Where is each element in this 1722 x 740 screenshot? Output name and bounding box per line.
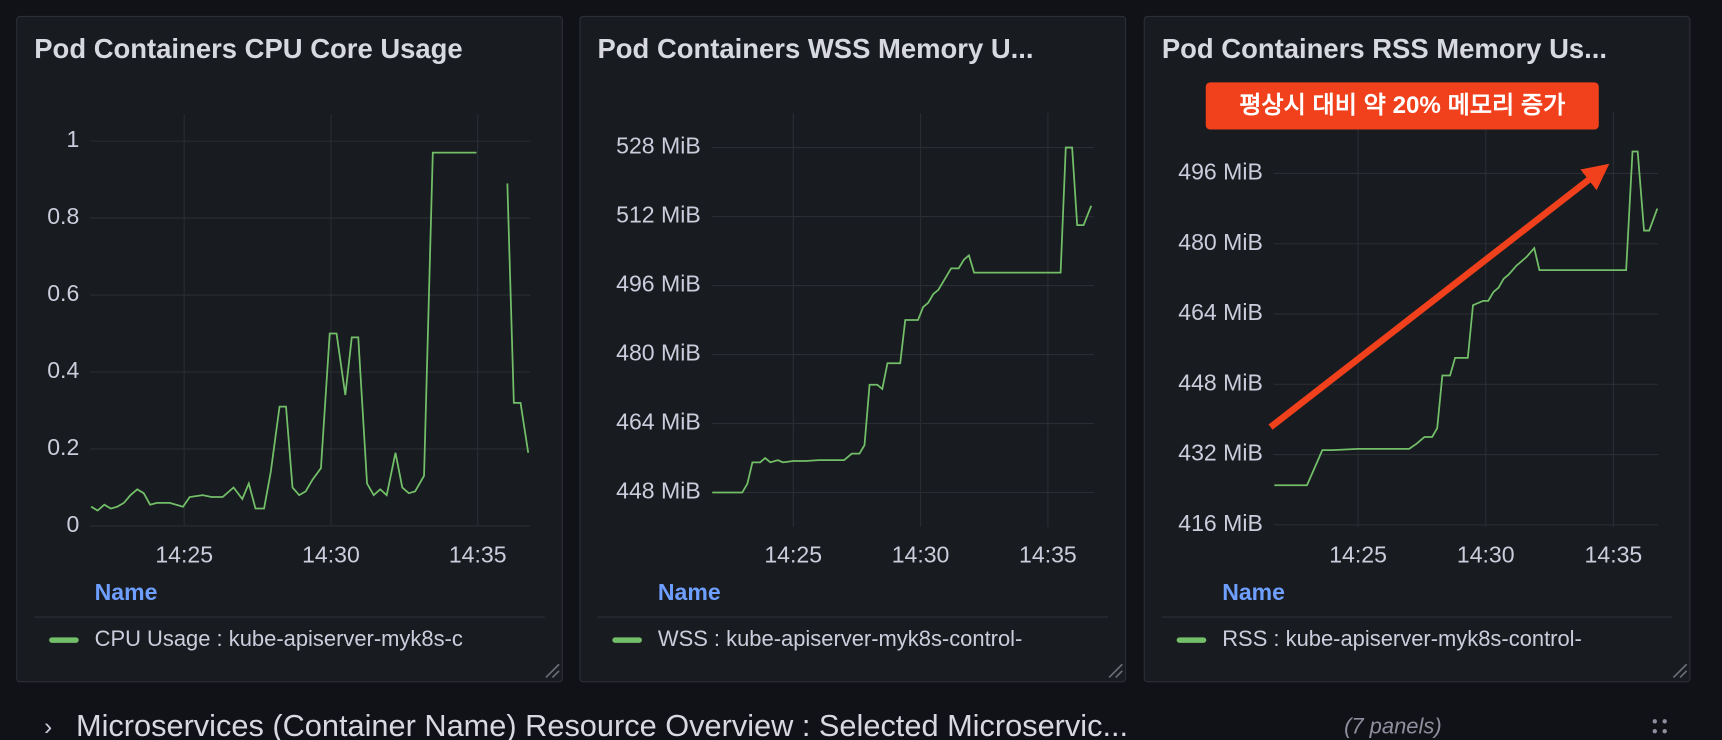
row-chevron[interactable]: › (44, 713, 52, 740)
y-tick-label: 448 MiB (1178, 369, 1263, 395)
panel-content: Pod Containers CPU Core Usage 0 0.2 0.4 0.6 0… (34, 33, 560, 679)
panel (1143, 15, 1691, 683)
legend-entry: RSS : kube-apiserver-myk8s-control- (1222, 626, 1582, 651)
resize-handle (1672, 663, 1688, 679)
y-tick-label: 448 MiB (616, 478, 701, 504)
y-tick-label: 512 MiB (616, 202, 701, 228)
y-tick-label: 464 MiB (616, 409, 701, 435)
y-tick-label: 0.2 (47, 434, 79, 460)
x-tick-label: 14:35 (1585, 542, 1643, 568)
panel-title: Pod Containers WSS Memory U... (597, 33, 1033, 64)
x-tick-label: 14:30 (1457, 542, 1515, 568)
legend-header: Name (95, 579, 158, 605)
charts: Pod Containers CPU Core Usage 0 0.2 0.4 0.6 0… (34, 33, 1688, 679)
legend-header: Name (658, 579, 721, 605)
series-line (712, 146, 1093, 494)
x-tick-label: 14:25 (155, 542, 213, 568)
y-tick-label: 0.6 (47, 280, 79, 306)
row-title[interactable]: Microservices (Container Name) Resource … (76, 708, 1128, 740)
annotation-text: 평상시 대비 약 20% 메모리 증가 (1239, 92, 1565, 119)
panel-title: Pod Containers CPU Core Usage (34, 33, 462, 64)
resize-handle (545, 663, 560, 679)
y-tick-label: 432 MiB (1178, 440, 1263, 466)
x-tick-label: 14:35 (1019, 542, 1077, 568)
resize-handle (1108, 663, 1123, 679)
x-tick-label: 14:30 (892, 542, 950, 568)
x-tick-label: 14:25 (1329, 542, 1387, 568)
legend-entry: CPU Usage : kube-apiserver-myk8s-c (95, 626, 463, 651)
y-tick-label: 0 (66, 511, 79, 537)
x-tick-label: 14:35 (449, 542, 507, 568)
y-tick-label: 416 MiB (1178, 510, 1263, 536)
y-tick-label: 480 MiB (1178, 229, 1263, 255)
series-line (90, 151, 530, 512)
legend-entry: WSS : kube-apiserver-myk8s-control- (658, 626, 1023, 651)
row-panel-count: (7 panels) (1344, 714, 1442, 739)
panel (579, 15, 1127, 683)
x-tick-label: 14:30 (302, 542, 360, 568)
y-tick-label: 528 MiB (616, 133, 701, 159)
legend-header: Name (1222, 579, 1285, 605)
panel-content: Pod Containers WSS Memory U... 448 MiB 464… (597, 33, 1123, 679)
panel-title: Pod Containers RSS Memory Us... (1162, 33, 1607, 64)
annotation-arrow (1268, 163, 1610, 430)
y-tick-label: 0.8 (47, 203, 79, 229)
y-tick-label: 1 (66, 126, 79, 152)
y-tick-label: 496 MiB (616, 271, 701, 297)
panel-content: Pod Containers RSS Memory Us... 416 MiB 43… (1162, 33, 1688, 679)
series-line (1274, 150, 1659, 487)
y-tick-label: 480 MiB (616, 340, 701, 366)
y-tick-label: 464 MiB (1178, 299, 1263, 325)
x-tick-label: 14:25 (764, 542, 822, 568)
y-tick-label: 496 MiB (1178, 159, 1263, 185)
y-tick-label: 0.4 (47, 357, 79, 383)
annotation-box (1205, 82, 1599, 130)
panel (16, 15, 563, 683)
drag-handle[interactable] (1652, 719, 1667, 734)
